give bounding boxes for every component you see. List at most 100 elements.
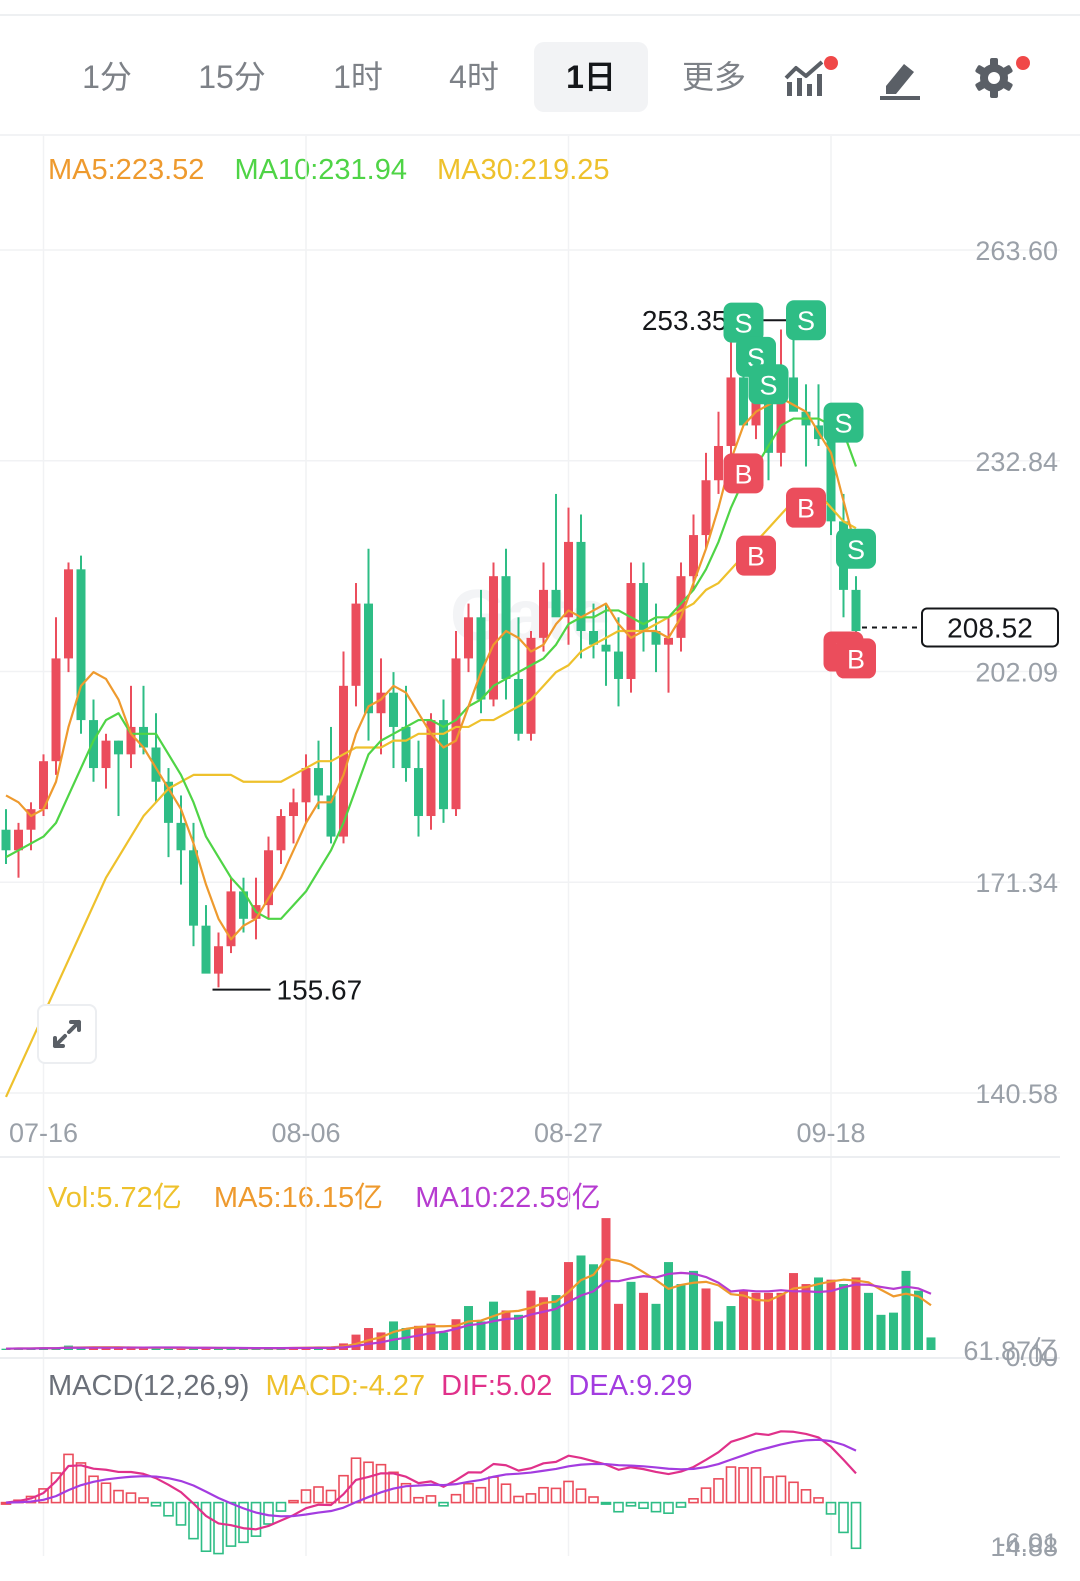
- settings-icon[interactable]: [970, 54, 1030, 102]
- vol-legend: Vol:5.72亿: [48, 1182, 182, 1214]
- candle-body: [764, 398, 773, 453]
- buy-marker: B: [723, 453, 764, 494]
- macd-histogram-bar: [625, 1501, 637, 1507]
- volume-bar: [776, 1292, 786, 1350]
- sell-marker: S: [823, 402, 864, 443]
- candle-body: [1, 829, 11, 851]
- candle-body: [526, 637, 536, 734]
- high-price-label: 253.35: [642, 305, 728, 336]
- volume-bar: [739, 1290, 748, 1350]
- macd-histogram-bar: [475, 1486, 487, 1504]
- candle-body: [714, 445, 723, 481]
- macd-histogram-bar: [413, 1496, 424, 1504]
- volume-bar: [651, 1303, 661, 1350]
- macd-histogram-bar: [638, 1501, 649, 1510]
- indicator-icon[interactable]: [782, 54, 838, 102]
- vol-ma10-legend: MA10:22.59亿: [415, 1182, 601, 1214]
- macd-histogram-bar: [838, 1501, 849, 1534]
- candle-body: [501, 576, 511, 679]
- volume-bar: [376, 1332, 386, 1350]
- low-price-label: 155.67: [277, 975, 363, 1006]
- marker-letter: S: [734, 309, 752, 339]
- buy-marker: B: [786, 487, 826, 528]
- macd-histogram-bar: [375, 1463, 387, 1504]
- macd-histogram-bar: [125, 1492, 137, 1504]
- volume-bar: [764, 1292, 773, 1350]
- volume-bar: [639, 1292, 648, 1350]
- macd-histogram-bar: [675, 1501, 687, 1508]
- candle-body: [564, 541, 573, 618]
- volume-bar: [826, 1279, 836, 1350]
- buy-marker: B: [736, 535, 776, 576]
- candle-body: [39, 761, 48, 810]
- macd-histogram-bar: [850, 1501, 862, 1550]
- last-price-label: 208.52: [947, 612, 1033, 643]
- ma5-line: [5, 396, 858, 941]
- draw-icon[interactable]: [876, 54, 924, 102]
- candle-body: [239, 891, 248, 919]
- tab-1day[interactable]: 1日: [534, 42, 648, 112]
- candle-body: [651, 631, 661, 645]
- candle-body: [164, 781, 173, 823]
- candle-body: [826, 439, 836, 522]
- macd-histogram-bar: [813, 1497, 824, 1504]
- volume-bar: [564, 1262, 573, 1350]
- x-tick-label: 07-16: [9, 1118, 78, 1148]
- macd-histogram-bar: [688, 1498, 699, 1504]
- macd-histogram-bar: [538, 1486, 549, 1504]
- candle-body: [789, 377, 798, 412]
- volume-bar: [526, 1290, 536, 1350]
- macd-histogram-bar: [100, 1482, 112, 1504]
- vol-min-label: 0.00: [1005, 1342, 1058, 1372]
- vol-ma5-legend: MA5:16.15亿: [213, 1182, 384, 1214]
- candle-body: [76, 569, 86, 721]
- tab-1hour[interactable]: 1时: [333, 59, 383, 95]
- ma10-line: [5, 417, 858, 920]
- macd-histogram-bar: [663, 1501, 674, 1514]
- volume-bar: [464, 1306, 473, 1350]
- candle-body: [89, 720, 98, 769]
- timeframe-toolbar: 1分 15分 1时 4时 1日 更多: [0, 40, 1080, 116]
- macd-value: MACD:-4.27: [265, 1370, 426, 1402]
- tab-15min[interactable]: 15分: [198, 59, 266, 95]
- candle-body: [464, 617, 473, 659]
- macd-histogram-bar: [600, 1501, 612, 1505]
- candle-body: [439, 720, 448, 810]
- candle-body: [214, 946, 223, 974]
- candle-body: [726, 377, 736, 446]
- candle-body: [639, 583, 648, 632]
- candle-body: [289, 802, 298, 817]
- sell-marker: S: [748, 364, 789, 405]
- sell-marker: S: [723, 302, 764, 343]
- volume-bar: [176, 1348, 186, 1350]
- volume-bar: [839, 1284, 848, 1350]
- macd-name: MACD(12,26,9): [48, 1370, 250, 1402]
- macd-histogram-bar: [713, 1478, 724, 1504]
- x-tick-label: 09-18: [796, 1118, 865, 1148]
- ma10-legend: MA10:231.94: [234, 154, 407, 186]
- candle-body: [14, 829, 23, 851]
- tab-4hour[interactable]: 4时: [449, 59, 499, 95]
- tab-1min[interactable]: 1分: [82, 59, 132, 95]
- y-tick-label: 140.58: [975, 1079, 1058, 1109]
- macd-histogram-bar: [275, 1501, 287, 1512]
- volume-bar: [664, 1262, 673, 1350]
- expand-button[interactable]: [37, 1004, 97, 1064]
- marker-badge: [736, 535, 776, 576]
- tab-more[interactable]: 更多: [681, 59, 746, 95]
- candle-body: [151, 747, 161, 782]
- y-tick-label: 202.09: [975, 658, 1058, 688]
- dif-value: DIF:5.02: [441, 1370, 553, 1402]
- macd-histogram-bar: [775, 1475, 787, 1504]
- macd-histogram-bar: [800, 1489, 812, 1504]
- volume-bar: [626, 1281, 636, 1350]
- candle-body: [301, 768, 311, 803]
- candle-body: [489, 576, 498, 700]
- marker-letter: B: [797, 494, 815, 524]
- volume-bar: [351, 1334, 361, 1350]
- macd-histogram-bar: [550, 1487, 562, 1504]
- volume-bar: [789, 1273, 798, 1350]
- y-tick-label: 263.60: [975, 236, 1058, 266]
- candle-body: [689, 535, 698, 577]
